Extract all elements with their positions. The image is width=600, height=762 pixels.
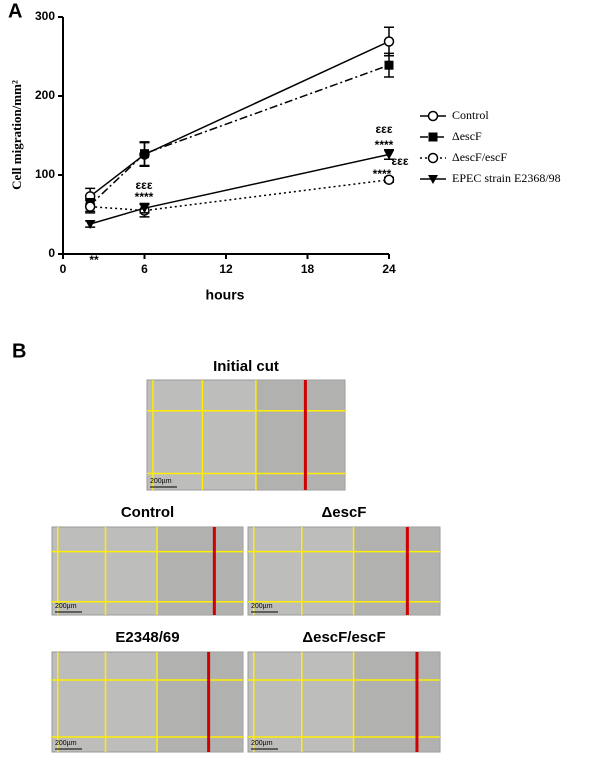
- scale-bar-label: 200µm: [251, 740, 273, 747]
- annotation: ****: [135, 190, 154, 204]
- x-tick-label: 24: [382, 262, 396, 276]
- legend-label: ΔescF: [452, 129, 482, 143]
- cell-region: [255, 380, 345, 490]
- x-tick-label: 12: [219, 262, 233, 276]
- image-title: E2348/69: [115, 629, 179, 646]
- legend-label: Control: [452, 108, 489, 122]
- marker: [85, 219, 96, 229]
- legend-label: ΔescF/escF: [452, 150, 507, 164]
- y-tick-label: 300: [35, 9, 55, 23]
- marker: [383, 36, 395, 47]
- legend-marker: [427, 152, 439, 164]
- marker: [384, 150, 394, 160]
- panel-label: B: [12, 340, 26, 362]
- marker: [383, 174, 395, 185]
- annotation: εεε: [135, 178, 152, 192]
- scale-bar-label: 200µm: [55, 740, 77, 747]
- cell-region: [157, 527, 243, 615]
- image-title: ΔescF/escF: [302, 629, 385, 646]
- x-tick-label: 0: [60, 262, 67, 276]
- y-tick-label: 200: [35, 88, 55, 102]
- cell-region: [353, 527, 440, 615]
- panel-label: A: [8, 0, 22, 22]
- scale-bar-label: 200µm: [150, 478, 172, 485]
- image-title: Control: [121, 504, 174, 521]
- series-line: [89, 40, 390, 197]
- legend-label: EPEC strain E2368/98: [452, 171, 561, 185]
- cell-region: [353, 652, 440, 752]
- legend-marker: [428, 132, 438, 142]
- scale-bar-label: 200µm: [55, 603, 77, 610]
- annotation: εεε: [391, 154, 408, 168]
- image-title: ΔescF: [322, 504, 367, 521]
- scale-bar-label: 200µm: [251, 603, 273, 610]
- cell-region: [157, 652, 243, 752]
- legend-marker: [427, 110, 439, 122]
- marker: [139, 204, 150, 214]
- annotation: ****: [373, 167, 392, 181]
- marker: [384, 60, 394, 70]
- y-tick-label: 100: [35, 167, 55, 181]
- y-axis-label: Cell migration/mm²: [9, 80, 24, 190]
- x-tick-label: 18: [301, 262, 315, 276]
- marker: [140, 149, 149, 159]
- x-axis-label: hours: [206, 287, 245, 303]
- legend-marker: [428, 175, 438, 184]
- x-tick-label: 6: [141, 262, 148, 276]
- annotation: εεε: [375, 122, 392, 136]
- image-title: Initial cut: [213, 358, 279, 375]
- annotation: **: [89, 253, 99, 267]
- y-tick-label: 0: [48, 246, 55, 260]
- marker: [84, 201, 96, 212]
- annotation: ****: [375, 138, 394, 152]
